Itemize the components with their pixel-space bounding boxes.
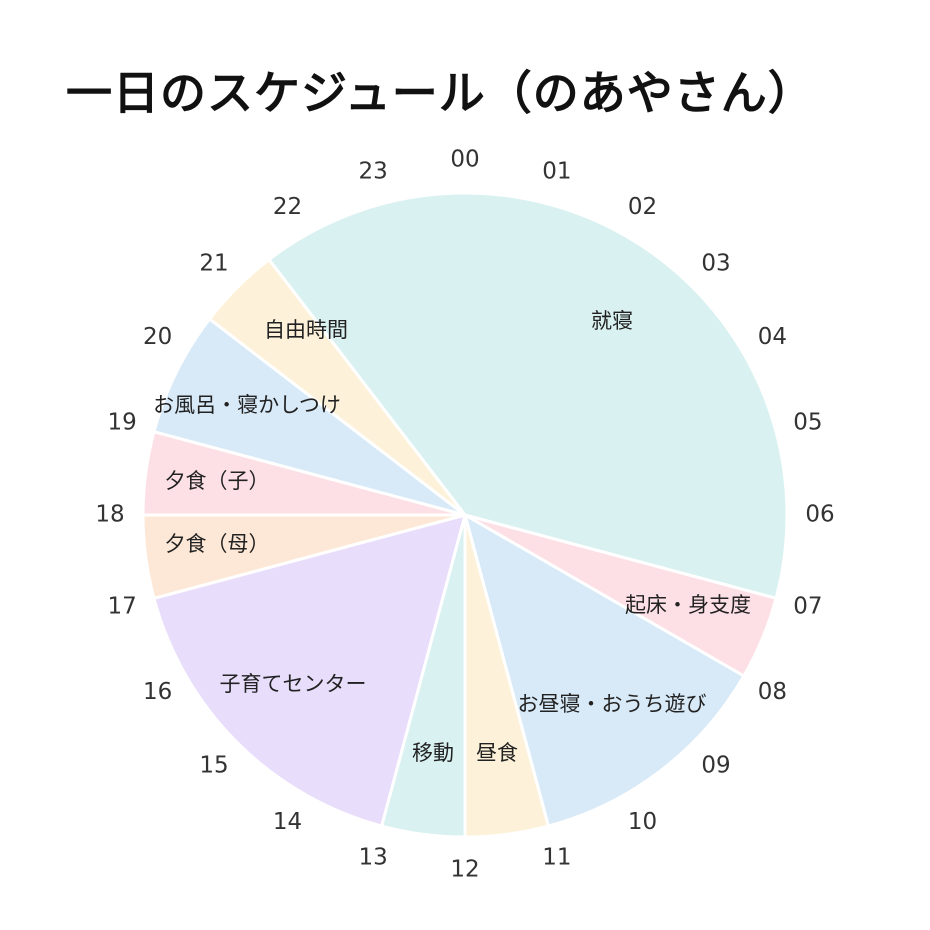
hour-label-16: 16: [143, 679, 172, 705]
pie-slices: [141, 191, 789, 839]
chart-title: 一日のスケジュール（のあやさん）: [66, 66, 815, 120]
pie-slice-9: [208, 258, 467, 517]
hour-label-04: 04: [758, 324, 787, 350]
slice-label-6: 夕食（母）: [165, 532, 270, 556]
slice-label-2: お昼寝・おうち遊び: [518, 692, 707, 716]
hour-label-23: 23: [358, 159, 387, 185]
hour-label-11: 11: [542, 844, 571, 870]
pie-slice-0: [267, 191, 789, 600]
slice-label-5: 子育てセンター: [220, 672, 367, 696]
hour-label-06: 06: [805, 502, 834, 528]
hour-label-18: 18: [95, 502, 124, 528]
pie-slice-5: [152, 513, 467, 828]
slice-label-4: 移動: [412, 741, 454, 765]
slice-label-0: 就寝: [591, 309, 633, 333]
hour-tick-labels: 00 01 02 03 04 05 06 07 08 09 10 11 12 13 14 15 16 17 18 19…: [95, 147, 834, 883]
hour-label-03: 03: [701, 251, 730, 277]
hour-label-09: 09: [701, 753, 730, 779]
hour-label-01: 01: [542, 159, 571, 185]
hour-label-14: 14: [273, 809, 302, 835]
slice-label-1: 起床・身支度: [625, 593, 751, 617]
hour-label-20: 20: [143, 324, 172, 350]
slice-label-7: 夕食（子）: [165, 469, 270, 493]
pie-slice-8: [152, 317, 467, 517]
hour-label-12: 12: [450, 857, 479, 883]
slice-label-9: 自由時間: [264, 318, 348, 342]
hour-label-15: 15: [199, 753, 228, 779]
hour-label-13: 13: [358, 844, 387, 870]
hour-label-22: 22: [273, 194, 302, 220]
hour-label-17: 17: [107, 593, 136, 619]
hour-label-08: 08: [758, 679, 787, 705]
hour-label-05: 05: [793, 410, 822, 436]
hour-label-00: 00: [450, 147, 479, 173]
hour-label-10: 10: [628, 809, 657, 835]
slice-label-8: お風呂・寝かしつけ: [153, 393, 341, 417]
pie-slice-2: [463, 513, 746, 828]
hour-label-19: 19: [107, 410, 136, 436]
hour-label-02: 02: [628, 194, 657, 220]
hour-label-07: 07: [793, 593, 822, 619]
slice-label-3: 昼食: [476, 741, 518, 765]
hour-label-21: 21: [199, 251, 228, 277]
